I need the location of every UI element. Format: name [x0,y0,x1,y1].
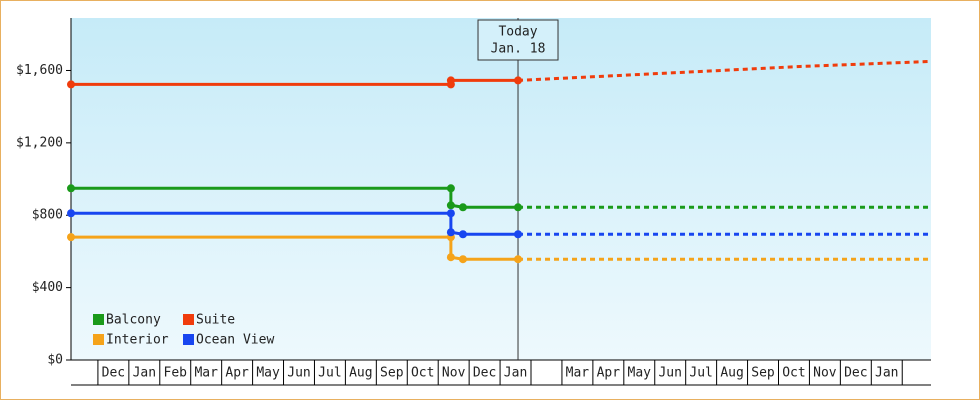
legend-label: Interior [106,333,169,348]
y-tick-label: $1,200 [16,135,63,150]
x-tick-label: Jan [504,366,527,381]
x-tick-label: Dec [102,366,125,381]
price-point [67,209,75,218]
x-tick-label: Oct [411,366,434,381]
x-tick-label: Dec [473,366,496,381]
x-tick-label: Jan [875,366,898,381]
x-tick-label: Jun [287,366,310,381]
x-tick-label: Mar [194,366,218,381]
price-point [514,230,523,239]
price-point [67,233,75,242]
legend-label: Ocean View [196,333,274,348]
x-tick-label: Jun [658,366,681,381]
price-point [67,80,75,89]
x-tick-label: Apr [225,366,249,381]
today-label: Today [498,25,537,40]
forecast-line [517,59,932,82]
price-point [67,184,75,193]
y-tick-label: $400 [32,280,63,295]
price-point [458,203,467,212]
x-tick-label: Aug [349,366,372,381]
today-box [477,19,559,61]
legend-swatch [93,314,104,325]
price-point [514,203,523,212]
today-label: Jan. 18 [491,42,546,57]
x-tick-label: Jan [133,366,156,381]
x-tick-label: Mar [566,366,590,381]
x-tick-label: Apr [597,366,621,381]
price-point [446,253,455,262]
price-point [446,209,455,218]
x-tick-label: Sep [380,366,404,381]
price-point [446,201,455,210]
x-tick-label: Feb [164,366,188,381]
x-tick-label: Aug [720,366,743,381]
legend-label: Balcony [106,313,161,328]
legend-swatch [183,334,194,345]
y-tick-label: $800 [32,208,63,223]
price-point [446,76,455,85]
x-tick-label: Sep [751,366,775,381]
price-point [446,184,455,193]
price-point [514,255,523,264]
price-point [514,76,523,85]
x-tick-label: Nov [813,366,837,381]
y-tick-label: $1,600 [16,63,63,78]
price-point [458,230,467,239]
legend-swatch [93,334,104,345]
legend-swatch [183,314,194,325]
legend-label: Suite [196,313,235,328]
price-point [458,255,467,264]
x-tick-label: Oct [782,366,805,381]
x-tick-label: Nov [442,366,466,381]
x-tick-label: May [256,366,280,381]
x-tick-label: May [628,366,652,381]
x-tick-label: Jul [689,366,712,381]
x-tick-label: Dec [844,366,867,381]
x-tick-label: Jul [318,366,341,381]
price-point [446,228,455,237]
y-tick-label: $0 [47,353,63,368]
